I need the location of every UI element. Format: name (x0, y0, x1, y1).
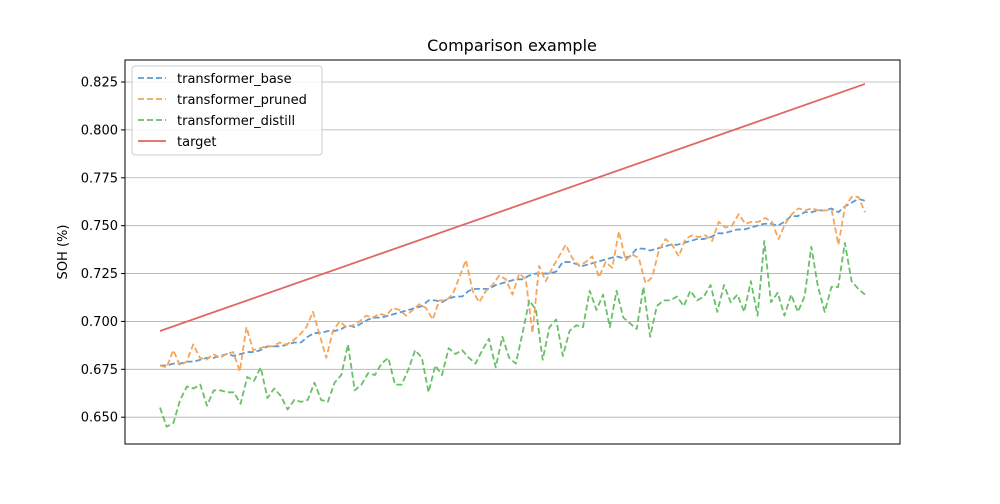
y-axis-ticks: 0.650 0.675 0.700 0.725 0.750 0.775 0.800 0.825 (81, 76, 125, 426)
legend-label: transformer_pruned (177, 93, 307, 108)
legend-label: transformer_distill (177, 114, 295, 129)
legend-label: transformer_base (177, 72, 292, 87)
y-tick-label: 0.825 (81, 76, 118, 91)
y-tick-label: 0.725 (81, 267, 118, 282)
plot-area-frame (124, 59, 901, 445)
series-line-transformer-pruned (159, 196, 866, 373)
legend: transformer_base transformer_prunedtransf… (131, 65, 323, 156)
series-lines (159, 83, 866, 428)
legend-box (131, 65, 323, 156)
chart-title: Comparison example (427, 36, 597, 55)
series-line-transformer-distill (159, 240, 866, 428)
y-tick-label: 0.675 (81, 363, 118, 378)
series-line-target (159, 83, 866, 332)
y-axis-label: SOH (%) (56, 225, 71, 280)
y-tick-label: 0.700 (81, 315, 118, 330)
legend-label: target (177, 135, 217, 150)
y-tick-label: 0.750 (81, 219, 118, 234)
y-tick-label: 0.775 (81, 171, 118, 186)
y-tick-label: 0.650 (81, 411, 118, 426)
series-line-transformer-base (160, 197, 866, 367)
y-tick-label: 0.800 (81, 123, 118, 138)
